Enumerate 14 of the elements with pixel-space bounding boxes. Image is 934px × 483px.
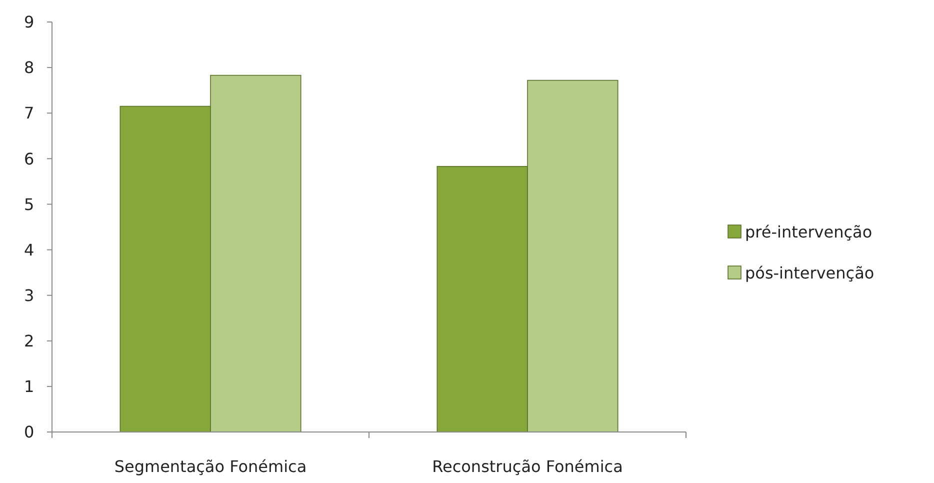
y-tick-label: 0 [24,422,34,442]
legend-label: pós-intervenção [745,264,874,283]
x-tick-label: Reconstrução Fonémica [432,457,623,476]
y-tick-label: 4 [24,240,34,260]
y-tick-label: 3 [24,286,34,305]
y-tick-label: 7 [24,104,34,123]
y-tick-label: 5 [24,194,34,214]
y-tick-label: 1 [24,377,34,396]
y-tick-label: 6 [24,149,34,168]
y-tick-label: 9 [24,12,34,32]
legend-label: pré-intervenção [745,222,872,242]
y-tick-label: 8 [24,58,34,78]
y-tick-label: 2 [24,331,34,350]
x-tick-label: Segmentação Fonémica [114,457,307,476]
